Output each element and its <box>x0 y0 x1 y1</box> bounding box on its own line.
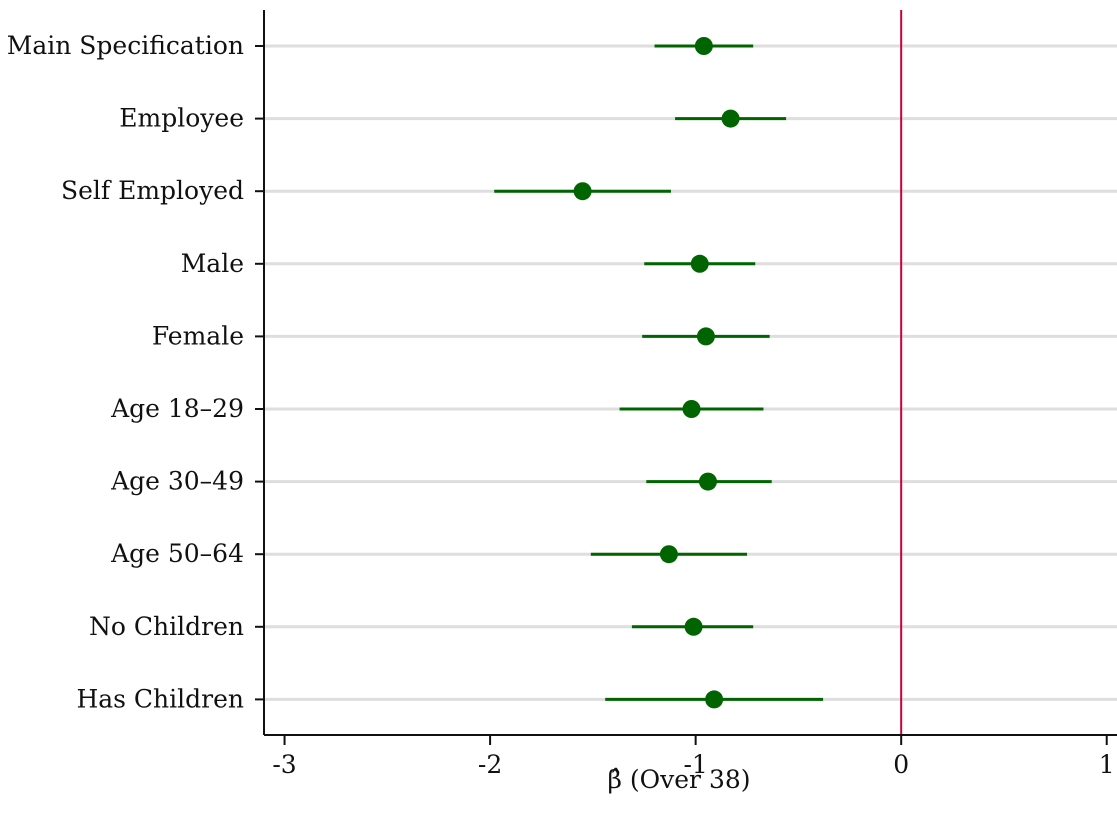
y-tick-label: Female <box>152 321 244 350</box>
point-estimate <box>573 182 592 201</box>
y-tick-label: No Children <box>89 612 244 641</box>
point-estimate <box>696 327 715 346</box>
point-estimate <box>690 254 709 273</box>
y-tick-label: Age 18–29 <box>110 394 244 423</box>
grid-lines <box>264 44 1117 701</box>
y-tick-label: Age 30–49 <box>110 467 244 496</box>
point-estimate <box>659 545 678 564</box>
point-estimate <box>698 472 717 491</box>
data-marks <box>494 37 824 709</box>
axes <box>255 10 1117 736</box>
x-tick-label: -3 <box>272 750 296 779</box>
y-tick-label: Age 50–64 <box>110 539 244 568</box>
x-axis-ticks: -3 -2 -1 0 1 <box>272 735 1115 779</box>
x-tick-label: -2 <box>478 750 502 779</box>
point-estimate <box>682 400 701 418</box>
x-tick-label: 0 <box>893 750 909 779</box>
point-estimate <box>721 109 740 128</box>
x-tick-label: -1 <box>683 750 707 779</box>
point-estimate <box>694 37 713 55</box>
y-tick-label: Main Specification <box>7 31 244 60</box>
x-axis-title: β̂ (Over 38) <box>607 765 750 794</box>
x-tick-label: 1 <box>1099 750 1115 779</box>
point-estimate <box>684 617 703 636</box>
y-tick-label: Self Employed <box>61 176 244 205</box>
y-tick-label: Has Children <box>76 684 244 713</box>
y-tick-label: Employee <box>119 104 244 133</box>
point-estimate <box>705 690 724 709</box>
y-axis-labels: Main Specification Employee Self Employed M… <box>7 31 244 713</box>
y-tick-label: Male <box>181 249 244 278</box>
